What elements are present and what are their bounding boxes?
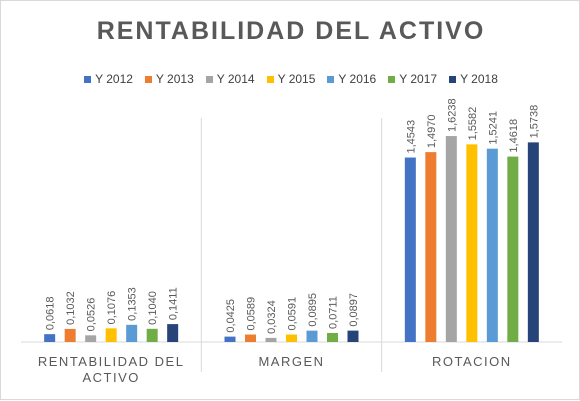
data-label: 0,1032 — [65, 291, 77, 325]
bar-y-2013-cat1 — [64, 328, 76, 342]
data-label: 0,0591 — [287, 297, 299, 331]
bar-y-2013-cat3 — [425, 152, 437, 342]
data-label: 0,0324 — [266, 300, 278, 334]
legend-item-4: Y 2015 — [266, 72, 316, 86]
data-label: 0,0895 — [307, 293, 319, 327]
legend-item-5: Y 2016 — [327, 72, 376, 86]
bar-y-2018-cat1 — [167, 324, 179, 342]
category-label: ROTACION — [432, 354, 512, 369]
bar-y-2016-cat1 — [126, 324, 138, 342]
data-label: 1,5582 — [467, 107, 479, 141]
legend-swatch — [388, 75, 396, 83]
data-label: 0,0425 — [225, 299, 237, 333]
bar-y-2015-cat2 — [286, 334, 297, 342]
legend-swatch — [144, 75, 152, 83]
legend-item-2: Y 2013 — [144, 72, 194, 86]
legend-item-7: Y 2018 — [449, 72, 498, 86]
data-label: 1,6238 — [446, 98, 458, 132]
category-label: MARGEN — [258, 354, 324, 369]
data-label: 0,0526 — [86, 298, 98, 332]
legend-item-3: Y 2014 — [205, 72, 255, 86]
bar-y-2016-cat2 — [306, 330, 318, 342]
data-label: 1,4543 — [405, 120, 417, 154]
data-label: 1,4970 — [426, 114, 438, 148]
legend-item-1: Y 2012 — [84, 72, 133, 86]
legend-item-6: Y 2017 — [388, 72, 437, 86]
legend-swatch — [449, 75, 457, 83]
legend-label: Y 2012 — [95, 72, 133, 86]
bar-y-2014-cat1 — [85, 335, 97, 342]
bar-y-2015-cat1 — [105, 328, 117, 342]
legend-label: Y 2017 — [399, 72, 438, 86]
legend-label: Y 2013 — [155, 72, 194, 86]
data-label: 0,0618 — [45, 297, 57, 331]
legend-swatch — [266, 75, 274, 83]
data-label: 1,5738 — [528, 105, 540, 139]
data-label: 1,4618 — [508, 119, 520, 153]
bar-y-2012-cat3 — [404, 157, 416, 342]
data-label: 0,0711 — [328, 296, 340, 329]
bar-y-2015-cat3 — [466, 144, 478, 342]
legend-label: Y 2018 — [460, 72, 498, 86]
data-label: 0,1353 — [127, 287, 139, 321]
data-label: 0,1076 — [106, 291, 118, 325]
bar-y-2014-cat3 — [445, 136, 457, 342]
data-label: 1,5241 — [487, 111, 499, 145]
bar-y-2014-cat2 — [265, 337, 277, 342]
bar-y-2018-cat3 — [527, 142, 539, 342]
bar-y-2017-cat3 — [507, 156, 519, 342]
bar-y-2013-cat2 — [245, 334, 256, 342]
bar-y-2018-cat2 — [347, 330, 359, 342]
category-label: ACTIVO — [82, 370, 139, 385]
legend-label: Y 2016 — [338, 72, 377, 86]
legend-label: Y 2015 — [277, 72, 316, 86]
data-label: 0,1040 — [147, 291, 159, 325]
data-label: 0,0589 — [246, 297, 258, 331]
chart-title: RENTABILIDAD DEL ACTIVO — [96, 17, 486, 45]
data-label: 0,0897 — [348, 293, 360, 327]
category-label: RENTABILIDAD DEL — [38, 354, 185, 369]
bar-y-2012-cat1 — [44, 334, 56, 342]
data-label: 0,1411 — [168, 287, 180, 320]
bar-y-2012-cat2 — [224, 336, 236, 342]
legend-swatch — [84, 75, 92, 83]
legend-label: Y 2014 — [216, 72, 255, 86]
legend-swatch — [327, 75, 335, 83]
legend: Y 2012 Y 2013 Y 2014 Y 2015 Y 2016 Y 2017 Y 20… — [1, 72, 580, 86]
bar-y-2017-cat1 — [146, 328, 158, 342]
bar-y-2016-cat3 — [486, 148, 498, 342]
legend-swatch — [205, 75, 213, 83]
bar-y-2017-cat2 — [327, 332, 338, 342]
